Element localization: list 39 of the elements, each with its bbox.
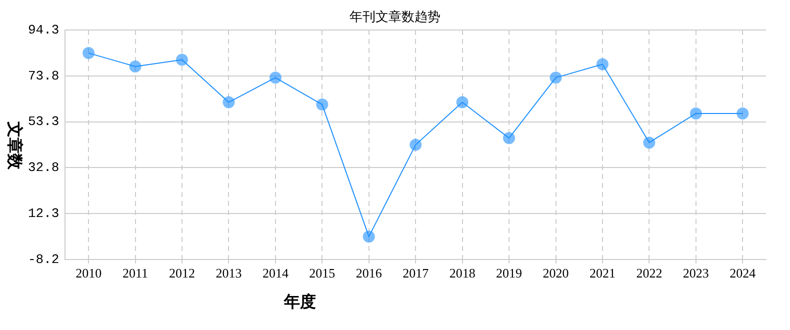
y-tick-label: 53.3 — [28, 114, 60, 130]
x-tick-label: 2019 — [496, 266, 522, 281]
x-tick-label: 2014 — [262, 266, 289, 281]
x-tick-label: 2018 — [449, 266, 476, 281]
x-tick-label: 2013 — [216, 266, 242, 281]
point — [362, 230, 375, 243]
y-axis-title: 文章数 — [4, 120, 24, 172]
x-axis-title: 年度 — [282, 292, 317, 313]
point — [82, 47, 95, 60]
x-tick-label: 2015 — [309, 266, 336, 281]
y-tick-label: 32.8 — [28, 160, 60, 176]
point — [456, 96, 468, 108]
point — [410, 138, 422, 151]
point — [176, 54, 188, 66]
x-tick-label: 2024 — [730, 266, 756, 281]
x-tick-label: 2021 — [589, 266, 616, 281]
x-tick-label: 2012 — [169, 266, 196, 281]
y-tick-label: 73.8 — [28, 68, 60, 84]
y-tick-label: 12.3 — [28, 206, 60, 221]
point — [129, 60, 142, 72]
x-tick-label: 2023 — [682, 266, 709, 281]
x-tick-label: 2020 — [542, 266, 569, 281]
x-tick-label: 2016 — [356, 266, 382, 281]
chart-title: 年刊文章数趋势 — [350, 10, 440, 25]
y-tick-label: -8.2 — [28, 252, 60, 267]
point — [596, 58, 608, 70]
point — [503, 132, 516, 144]
point — [643, 136, 656, 149]
x-tick-label: 2010 — [76, 266, 102, 281]
point — [736, 107, 749, 120]
x-tick-label: 2022 — [636, 266, 662, 281]
point — [690, 107, 702, 120]
y-tick-label: 94.3 — [28, 22, 60, 38]
x-tick-label: 2017 — [402, 266, 430, 281]
point — [222, 96, 235, 108]
point — [550, 72, 562, 84]
x-tick-label: 2011 — [122, 266, 148, 281]
point — [316, 98, 328, 111]
point — [269, 72, 282, 84]
